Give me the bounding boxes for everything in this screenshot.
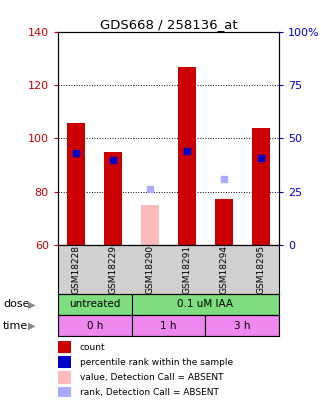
Text: 0 h: 0 h bbox=[86, 321, 103, 330]
Text: dose: dose bbox=[3, 299, 30, 309]
Bar bbox=[252, 128, 270, 245]
Bar bbox=[67, 123, 85, 245]
Text: untreated: untreated bbox=[69, 299, 120, 309]
Text: GSM18229: GSM18229 bbox=[108, 245, 118, 294]
Text: 0.1 uM IAA: 0.1 uM IAA bbox=[178, 299, 233, 309]
Bar bbox=[178, 67, 196, 245]
Bar bbox=[215, 200, 233, 245]
Bar bbox=[205, 315, 279, 336]
Bar bbox=[141, 205, 159, 245]
Bar bbox=[58, 315, 132, 336]
Text: 3 h: 3 h bbox=[234, 321, 251, 330]
Text: GSM18294: GSM18294 bbox=[219, 245, 229, 294]
Bar bbox=[58, 387, 71, 399]
Bar bbox=[58, 341, 71, 353]
Bar bbox=[58, 371, 71, 384]
Text: GSM18295: GSM18295 bbox=[256, 245, 265, 294]
Text: percentile rank within the sample: percentile rank within the sample bbox=[80, 358, 233, 367]
Text: rank, Detection Call = ABSENT: rank, Detection Call = ABSENT bbox=[80, 388, 219, 397]
Text: GSM18228: GSM18228 bbox=[72, 245, 81, 294]
Bar bbox=[104, 152, 122, 245]
Text: GSM18290: GSM18290 bbox=[145, 245, 155, 294]
Text: ▶: ▶ bbox=[28, 299, 36, 309]
Bar bbox=[132, 315, 205, 336]
Text: GSM18291: GSM18291 bbox=[182, 245, 192, 294]
Text: ▶: ▶ bbox=[28, 321, 36, 330]
Text: 1 h: 1 h bbox=[160, 321, 177, 330]
Title: GDS668 / 258136_at: GDS668 / 258136_at bbox=[100, 18, 237, 31]
Text: count: count bbox=[80, 343, 106, 352]
Bar bbox=[132, 294, 279, 315]
Bar bbox=[58, 356, 71, 369]
Text: time: time bbox=[3, 321, 29, 330]
Bar bbox=[58, 294, 132, 315]
Text: value, Detection Call = ABSENT: value, Detection Call = ABSENT bbox=[80, 373, 223, 382]
